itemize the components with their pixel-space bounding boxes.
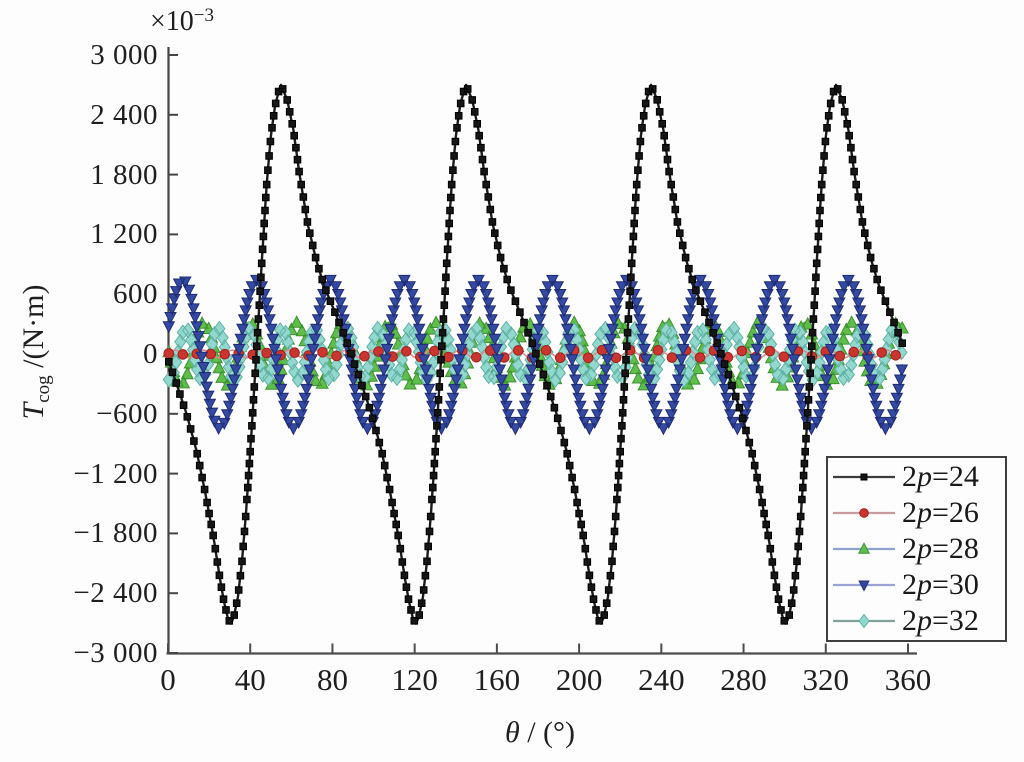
- x-axis-title: θ / (°): [505, 716, 575, 750]
- legend-marker-triangle-down-icon: [833, 580, 895, 592]
- legend-label: 2p=30: [902, 569, 979, 601]
- legend-label-sym: p: [917, 568, 932, 601]
- legend-label-val: =26: [932, 496, 979, 529]
- x-tick-label: 320: [802, 662, 850, 697]
- legend-label-val: =28: [932, 532, 979, 565]
- legend-label-sym: p: [917, 532, 932, 565]
- y-tick-label: 600: [113, 278, 158, 311]
- legend-label-num: 2: [902, 532, 917, 565]
- y-tick-label: −600: [96, 397, 158, 430]
- legend-marker-triangle-up-icon: [833, 542, 895, 554]
- series-markers-2p=24: [165, 85, 906, 625]
- legend-label-num: 2: [902, 460, 917, 493]
- y-tick-label: −2 400: [73, 577, 158, 610]
- chart-legend: 2p=24 2p=26 2p=28 2p=30 2p=32: [826, 456, 1007, 642]
- legend-label: 2p=32: [902, 605, 979, 637]
- legend-marker-square-icon: [833, 473, 895, 481]
- legend-label-num: 2: [902, 568, 917, 601]
- legend-label-sym: p: [917, 604, 932, 637]
- legend-label-val: =32: [932, 604, 979, 637]
- legend-label-val: =30: [932, 568, 979, 601]
- x-tick-label: 280: [720, 662, 767, 697]
- x-tick-label: 200: [555, 662, 603, 697]
- legend-item-2p=32: 2p=32: [831, 605, 1002, 637]
- legend-label: 2p=28: [902, 533, 979, 565]
- multiplier-exponent: −3: [193, 5, 215, 26]
- legend-label-num: 2: [902, 496, 917, 529]
- x-title-units: / (°): [519, 716, 576, 749]
- x-tick-label: 360: [884, 662, 932, 697]
- x-tick-label: 240: [638, 662, 685, 697]
- legend-label: 2p=26: [902, 497, 979, 529]
- legend-label-sym: p: [917, 496, 932, 529]
- x-tick-label: 160: [473, 662, 521, 697]
- y-axis-scale-multiplier: ×10−3: [150, 5, 214, 38]
- legend-item-2p=30: 2p=30: [831, 569, 1002, 601]
- y-tick-label: 1 200: [90, 218, 158, 251]
- x-tick-label: 80: [316, 662, 348, 697]
- y-tick-label: 3 000: [90, 39, 158, 71]
- legend-item-2p=26: 2p=26: [831, 497, 1002, 529]
- legend-marker-diamond-icon: [833, 613, 895, 629]
- legend-marker-circle-icon: [833, 508, 895, 518]
- legend-label-sym: p: [917, 460, 932, 493]
- x-tick-label: 120: [391, 662, 438, 697]
- legend-item-2p=24: 2p=24: [831, 461, 1002, 493]
- x-tick-label: 40: [234, 662, 266, 697]
- multiplier-base: ×10: [150, 6, 194, 37]
- y-tick-label: 1 800: [90, 158, 158, 191]
- legend-item-2p=28: 2p=28: [831, 533, 1002, 565]
- y-tick-label: −3 000: [73, 637, 158, 669]
- x-title-symbol: θ: [504, 716, 520, 749]
- y-tick-label: −1 800: [73, 517, 158, 550]
- legend-label-num: 2: [902, 604, 917, 637]
- x-tick-label: 0: [160, 662, 176, 697]
- y-tick-label: −1 200: [73, 457, 158, 490]
- y-tick-label: 0: [143, 338, 158, 370]
- y-tick-label: 2 400: [90, 98, 158, 131]
- legend-label-val: =24: [932, 460, 979, 493]
- legend-label: 2p=24: [902, 461, 979, 493]
